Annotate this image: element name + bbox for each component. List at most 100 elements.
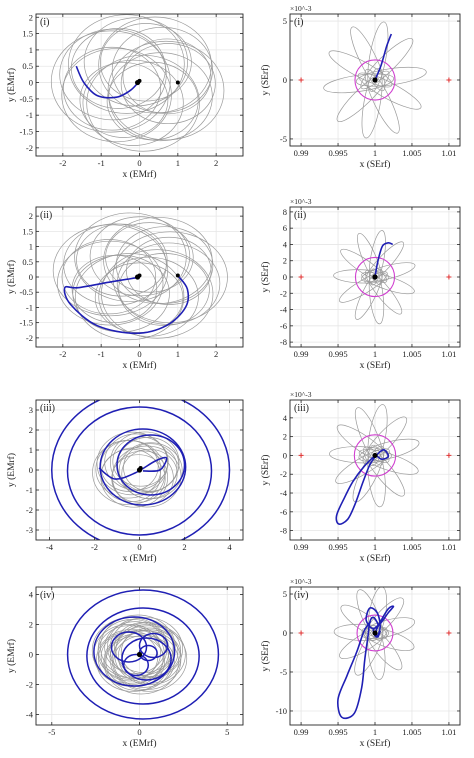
panel-5-ytick-label-1: -2 xyxy=(26,505,33,515)
panel-5-ylabel: y (EMrf) xyxy=(6,453,17,487)
panel-1-xlabel: x (EMrf) xyxy=(122,169,156,180)
panel-7-gray-loop-16 xyxy=(103,629,179,695)
panel-7-blue-orbit-1 xyxy=(86,607,200,705)
panel-1-xtick-label-3: 1 xyxy=(176,158,180,168)
panel-6-xtick-label-1: 0.995 xyxy=(328,542,347,552)
panel-8-ytick-label-1: -5 xyxy=(280,667,287,677)
panel-6-ytick-label-0: -8 xyxy=(280,526,287,536)
panel-8-ylabel: y (SErf) xyxy=(260,641,271,672)
panel-7-ytick-label-3: 2 xyxy=(29,620,33,630)
panel-1-gray-loop-15 xyxy=(108,52,213,142)
panel-2-xtick-label-4: 1.01 xyxy=(441,148,456,158)
panel-1-gray-loop-12 xyxy=(82,59,184,146)
panel-5-xtick-label-2: 0 xyxy=(137,542,141,552)
panel-1-point-moon xyxy=(175,80,180,85)
panel-7-gray-loop-19 xyxy=(109,625,188,692)
panel-2-gray-petal-8 xyxy=(328,50,393,88)
panel-7-xtick-label-0: -5 xyxy=(48,727,55,737)
panel-7-gray-loop-13 xyxy=(96,628,170,692)
panel-6-ytick-label-4: 0 xyxy=(283,450,287,460)
panel-3-gray-loop-10 xyxy=(57,240,164,326)
panel-7-blue-orbit-5 xyxy=(138,632,169,659)
panel-8-ytick-label-3: 5 xyxy=(283,589,287,599)
panel-4-xlabel: x (SErf) xyxy=(360,360,391,371)
panel-8-red-marker-1 xyxy=(446,630,452,636)
panel-4-red-marker-0 xyxy=(298,274,304,280)
panel-4-gray-petal-3 xyxy=(361,272,415,295)
panel-1-gray-loop-11 xyxy=(79,62,169,138)
panel-4-ytick-label-7: 6 xyxy=(283,223,287,233)
panel-7-blue-orbit-3 xyxy=(121,637,172,681)
panel-3-xtick-label-4: 2 xyxy=(214,349,218,359)
panel-7-ytick-label-4: 4 xyxy=(29,590,34,600)
panel-5-ytick-label-3: 0 xyxy=(29,465,33,475)
panel-8: 0.99 0.995 1 1.005 1.01 -10 -5 0 5 x (SErf) y (SEr… xyxy=(260,577,461,749)
panel-5-point-body xyxy=(138,466,143,470)
panel-7-plot-content xyxy=(66,589,220,720)
panel-3-ytick-label-0: -2 xyxy=(26,333,33,343)
panel-1-ytick-label-8: 2 xyxy=(29,12,33,22)
panel-7-blue-orbit-4 xyxy=(110,631,148,663)
panel-4-gray-petal-9 xyxy=(340,248,388,283)
panel-2-ytick-label-0: -5 xyxy=(280,134,287,144)
panel-5-gray-loop-5 xyxy=(96,431,168,496)
panel-3-ytick-label-4: 0 xyxy=(29,272,33,282)
panel-1-xtick-label-0: -2 xyxy=(59,158,66,168)
panel-2-magenta-circle xyxy=(354,59,396,101)
panel-3-ytick-label-2: -1 xyxy=(26,302,33,312)
panel-5-gray-loop-13 xyxy=(111,445,182,508)
panel-2-plot-content xyxy=(323,21,427,139)
panel-2-blue-trajectory xyxy=(374,33,393,81)
panel-2-red-marker-0 xyxy=(298,77,304,83)
panel-6-gray-petal-8 xyxy=(329,446,392,464)
panel-5-blue-orbit-2 xyxy=(116,434,186,496)
panel-8-xtick-label-3: 1.005 xyxy=(402,727,421,737)
panel-1-ytick-label-5: 0.5 xyxy=(22,61,33,71)
panel-4-magenta-circle xyxy=(354,256,396,298)
panel-6-red-marker-1 xyxy=(446,452,452,458)
panel-7-blue-orbit-0 xyxy=(66,589,220,720)
panel-5-panel-label: (iii) xyxy=(40,403,55,414)
panel-6-ytick-label-3: -2 xyxy=(280,469,287,479)
panel-7-xlabel: x (EMrf) xyxy=(122,738,156,749)
panel-1-gray-loop-8 xyxy=(50,30,171,133)
panel-7: -5 0 5 -4 -2 0 2 4 x (EMrf) y (EMrf) (iv) xyxy=(6,586,244,749)
panel-4-red-marker-1 xyxy=(446,274,452,280)
panel-5-blue-orbit-1 xyxy=(66,406,213,536)
panel-1-gray-loop-16 xyxy=(107,40,225,141)
panel-1-ytick-label-7: 1.5 xyxy=(22,29,33,39)
panel-7-panel-label: (iv) xyxy=(40,590,54,601)
panel-4-xtick-label-1: 0.995 xyxy=(328,349,347,359)
panel-3-ytick-label-3: -0.5 xyxy=(20,287,33,297)
panel-3-ytick-label-7: 1.5 xyxy=(22,226,33,236)
panel-4-point-earth xyxy=(372,274,378,280)
panel-4-xtick-label-2: 1 xyxy=(373,349,377,359)
panel-1-ytick-label-2: -1 xyxy=(26,110,33,120)
panel-3-ylabel: y (EMrf) xyxy=(6,260,17,294)
panel-7-xtick-label-1: 0 xyxy=(137,727,141,737)
panel-7-point-earth xyxy=(136,651,143,658)
panel-3-gray-loop-5 xyxy=(74,212,187,302)
panel-3-xlabel: x (EMrf) xyxy=(122,360,156,371)
panel-1-plot-content xyxy=(50,14,225,152)
panel-8-point-earth xyxy=(372,630,378,636)
panel-5-blue-trajectory xyxy=(98,456,168,480)
panel-8-plot-content xyxy=(333,587,416,720)
panel-8-xtick-label-1: 0.995 xyxy=(328,727,347,737)
panel-6-plot-content xyxy=(329,404,420,525)
panel-4-ytick-label-5: 2 xyxy=(283,256,287,266)
panel-4-ytick-label-3: -2 xyxy=(280,288,287,298)
panel-4-gray-petal-5 xyxy=(368,268,385,325)
panel-6-blue-trajectory xyxy=(335,448,390,525)
panel-4-ytick-label-6: 4 xyxy=(283,239,288,249)
panel-5-ytick-label-0: -3 xyxy=(26,525,33,535)
panel-2-xtick-label-2: 1 xyxy=(373,148,377,158)
panel-2-ytick-label-2: 5 xyxy=(283,16,287,26)
panel-5-ytick-label-6: 3 xyxy=(29,405,33,415)
panel-6-gray-petal-2 xyxy=(358,438,420,462)
panel-4-xtick-label-0: 0.99 xyxy=(294,349,309,359)
panel-6-gray-petal-0 xyxy=(367,404,388,466)
panel-3-gray-loop-15 xyxy=(98,256,199,337)
panel-1-ytick-label-3: -0.5 xyxy=(20,94,33,104)
